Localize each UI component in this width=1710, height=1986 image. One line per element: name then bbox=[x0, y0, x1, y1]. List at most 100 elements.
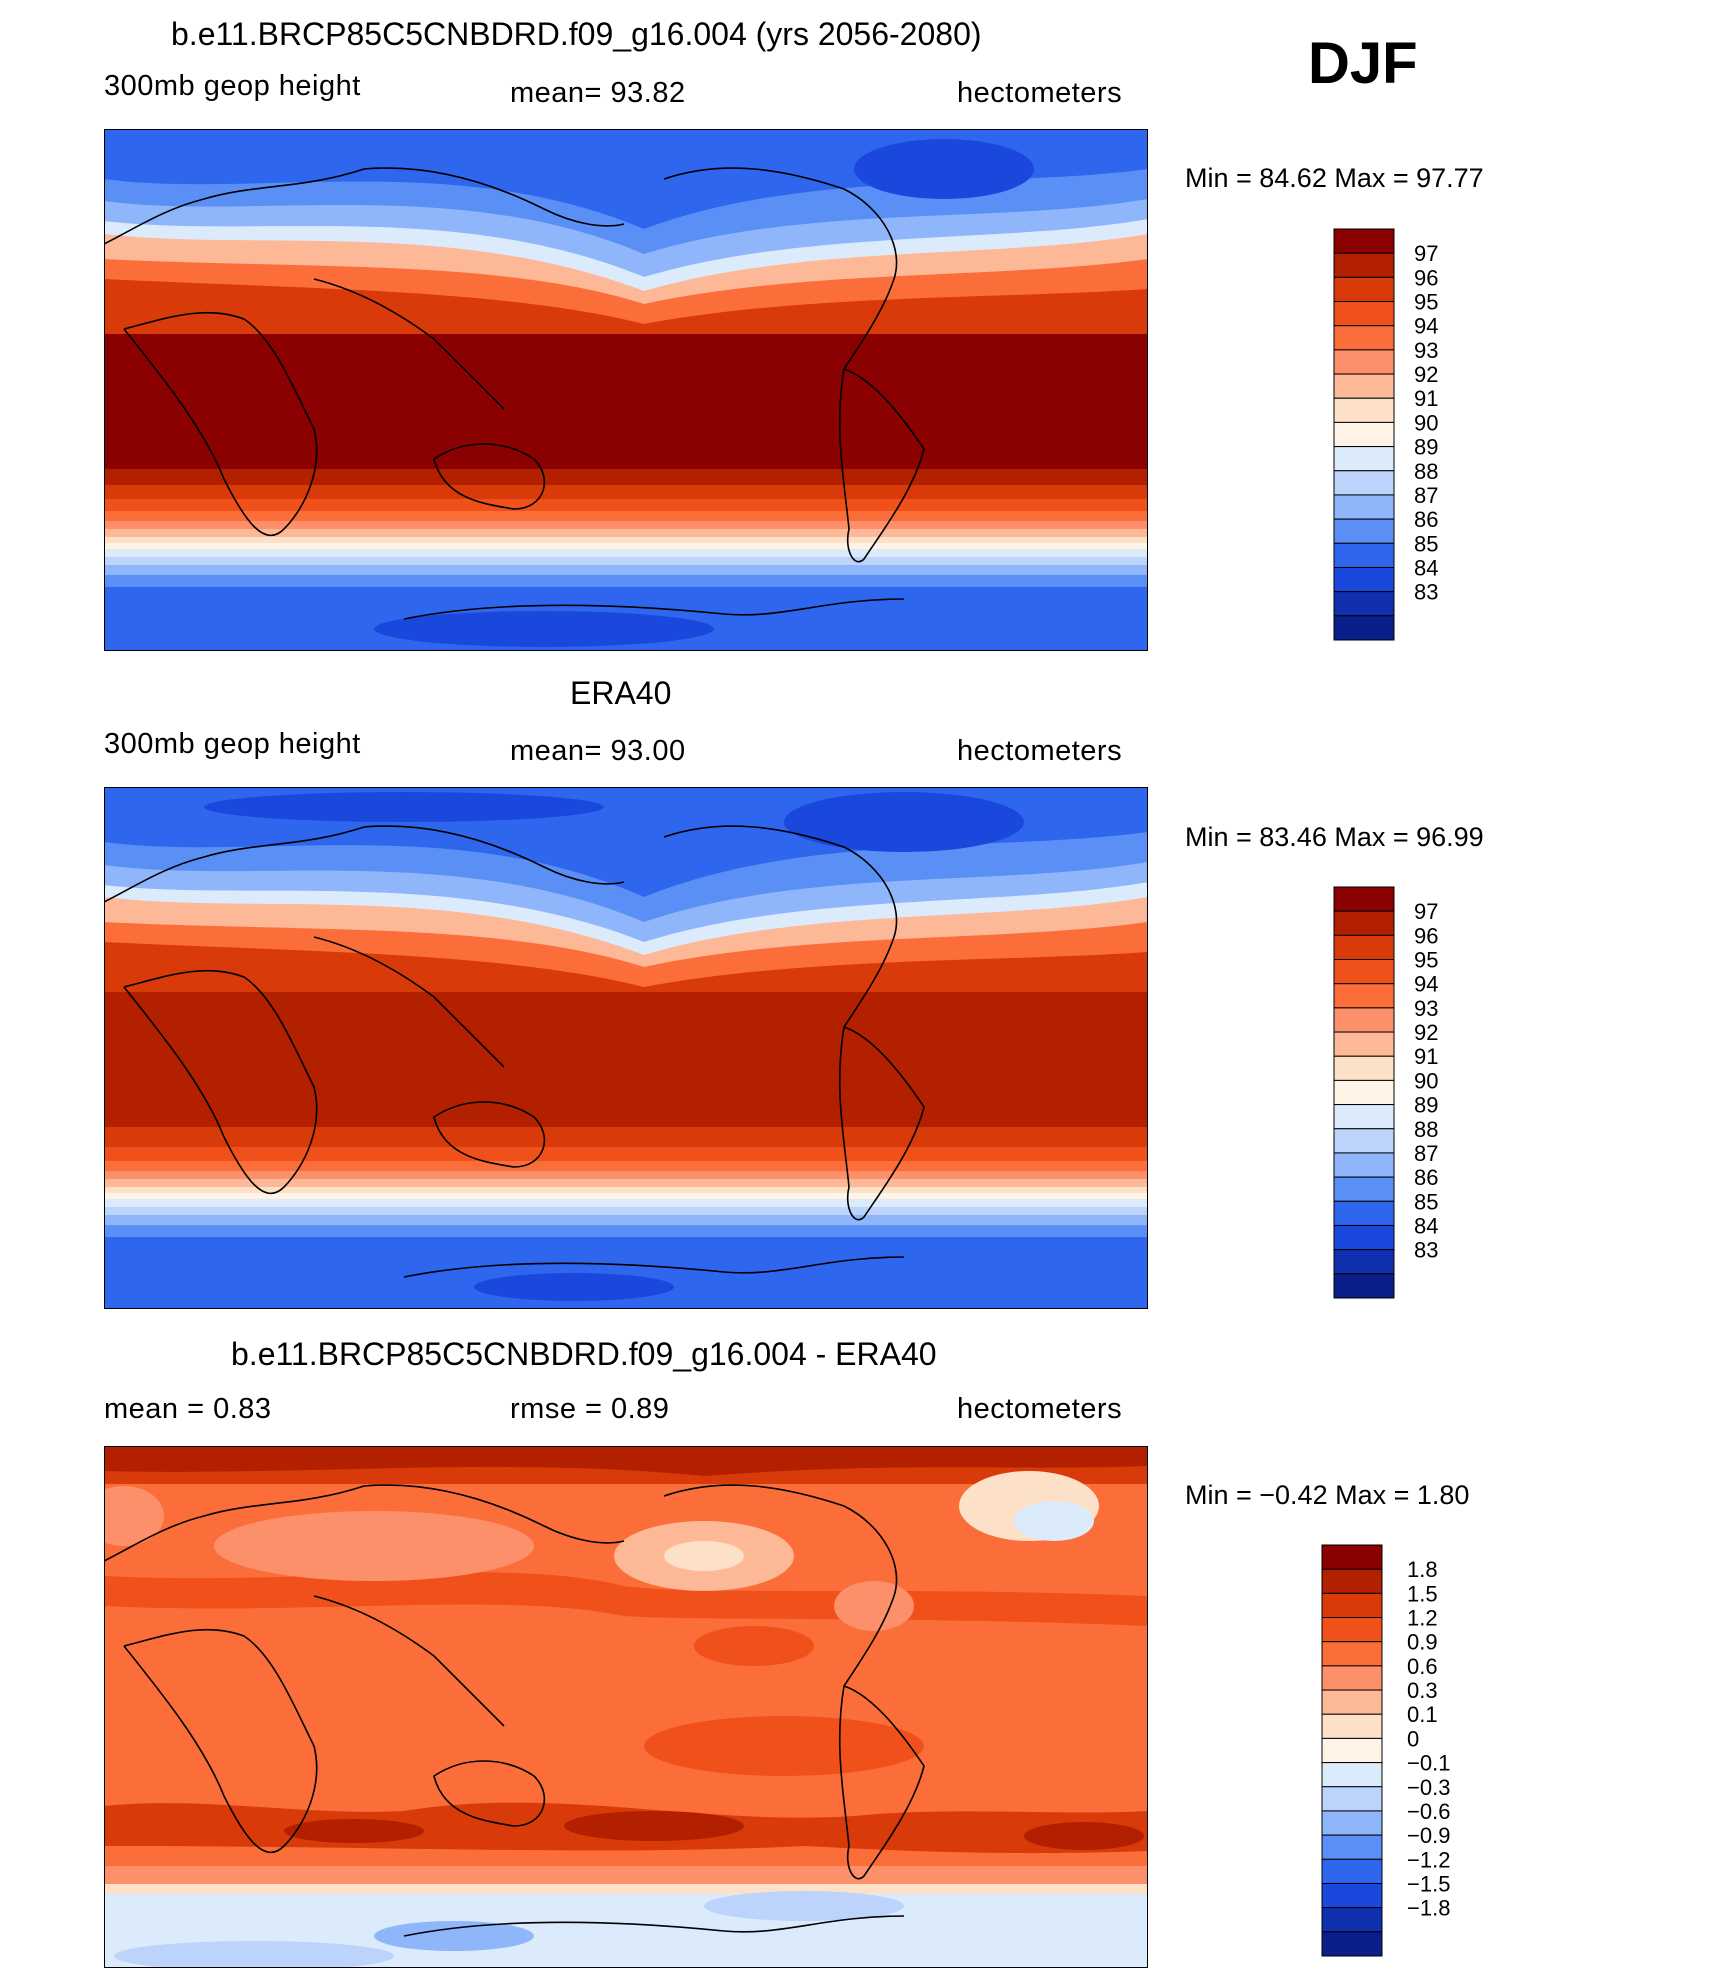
colorbar-swatch bbox=[1333, 886, 1395, 912]
panel2-map bbox=[104, 787, 1148, 1309]
panel3-units-label: hectometers bbox=[957, 1393, 1123, 1425]
colorbar-label: 85 bbox=[1414, 1189, 1438, 1214]
colorbar-swatch bbox=[1333, 252, 1395, 278]
colorbar-label: 85 bbox=[1414, 531, 1438, 556]
colorbar-swatch bbox=[1333, 934, 1395, 961]
colorbar-swatch bbox=[1333, 910, 1395, 936]
colorbar-label: 92 bbox=[1414, 1020, 1438, 1045]
colorbar-swatch bbox=[1333, 1104, 1395, 1130]
colorbar-swatch bbox=[1321, 1762, 1383, 1788]
panel1-variable-label: 300mb geop height bbox=[104, 70, 361, 102]
colorbar-swatch bbox=[1321, 1592, 1383, 1619]
panel1-title: b.e11.BRCP85C5CNBDRD.f09_g16.004 (yrs 20… bbox=[171, 16, 982, 52]
panel2-mean-label: mean= 93.00 bbox=[510, 735, 686, 767]
colorbar-label: 95 bbox=[1414, 290, 1438, 315]
colorbar-label: 96 bbox=[1414, 265, 1438, 290]
colorbar-label: −1.8 bbox=[1407, 1896, 1450, 1921]
colorbar-swatch bbox=[1333, 1176, 1395, 1202]
colorbar-label: 0.9 bbox=[1407, 1630, 1438, 1655]
colorbar-swatch bbox=[1333, 959, 1395, 985]
colorbar-swatch bbox=[1333, 1200, 1395, 1226]
colorbar-swatch bbox=[1333, 518, 1395, 544]
panel1-map bbox=[104, 129, 1148, 651]
colorbar-swatch bbox=[1333, 373, 1395, 399]
colorbar-swatch bbox=[1333, 983, 1395, 1009]
colorbar-label: 88 bbox=[1414, 1117, 1438, 1142]
colorbar-swatch bbox=[1333, 1007, 1395, 1033]
colorbar-swatch bbox=[1333, 1055, 1395, 1081]
colorbar-swatch bbox=[1333, 301, 1395, 327]
colorbar-label: 88 bbox=[1414, 459, 1438, 484]
colorbar-swatch bbox=[1333, 1249, 1395, 1275]
colorbar-label: 92 bbox=[1414, 362, 1438, 387]
colorbar-label: 83 bbox=[1414, 580, 1438, 605]
colorbar-label: 93 bbox=[1414, 338, 1438, 363]
colorbar-label: 1.8 bbox=[1407, 1557, 1438, 1582]
colorbar-swatch bbox=[1333, 276, 1395, 303]
panel1-mean-label: mean= 93.82 bbox=[510, 77, 686, 109]
colorbar-swatch bbox=[1333, 446, 1395, 472]
colorbar-swatch bbox=[1321, 1858, 1383, 1884]
colorbar-label: 95 bbox=[1414, 948, 1438, 973]
panel2-minmax: Min = 83.46 Max = 96.99 bbox=[1185, 822, 1484, 852]
colorbar-swatch bbox=[1333, 1152, 1395, 1178]
colorbar-swatch bbox=[1321, 1882, 1383, 1909]
panel3-rmse-label: rmse = 0.89 bbox=[510, 1393, 670, 1425]
colorbar-swatch bbox=[1321, 1617, 1383, 1643]
colorbar-swatch bbox=[1333, 1273, 1395, 1299]
colorbar-swatch bbox=[1333, 1031, 1395, 1057]
colorbar-label: 0.1 bbox=[1407, 1702, 1438, 1727]
colorbar-swatch bbox=[1321, 1737, 1383, 1764]
colorbar-swatch bbox=[1333, 470, 1395, 496]
colorbar-swatch bbox=[1333, 1224, 1395, 1251]
panel3-title: b.e11.BRCP85C5CNBDRD.f09_g16.004 - ERA40 bbox=[231, 1336, 937, 1372]
colorbar-label: 84 bbox=[1414, 1213, 1438, 1238]
colorbar-label: 89 bbox=[1414, 435, 1438, 460]
colorbar-label: −1.5 bbox=[1407, 1871, 1450, 1896]
colorbar-swatch bbox=[1321, 1810, 1383, 1836]
colorbar-swatch bbox=[1333, 349, 1395, 375]
colorbar-label: 86 bbox=[1414, 507, 1438, 532]
colorbar-label: 0.6 bbox=[1407, 1654, 1438, 1679]
colorbar-swatch bbox=[1321, 1834, 1383, 1860]
colorbar-swatch bbox=[1321, 1665, 1383, 1691]
colorbar-label: −1.2 bbox=[1407, 1847, 1450, 1872]
panel2-title: ERA40 bbox=[570, 675, 672, 711]
colorbar-label: 87 bbox=[1414, 1141, 1438, 1166]
colorbar-label: 83 bbox=[1414, 1238, 1438, 1263]
colorbar-label: 97 bbox=[1414, 241, 1438, 266]
colorbar-swatch bbox=[1333, 494, 1395, 520]
colorbar-swatch bbox=[1333, 566, 1395, 593]
colorbar-swatch bbox=[1321, 1568, 1383, 1594]
colorbar-label: 91 bbox=[1414, 1044, 1438, 1069]
colorbar-label: 0.3 bbox=[1407, 1678, 1438, 1703]
colorbar-swatch bbox=[1333, 591, 1395, 617]
colorbar-swatch bbox=[1321, 1786, 1383, 1812]
colorbar-swatch bbox=[1321, 1641, 1383, 1667]
colorbar-label: 91 bbox=[1414, 386, 1438, 411]
panel3-minmax: Min = −0.42 Max = 1.80 bbox=[1185, 1480, 1470, 1510]
panel1-minmax: Min = 84.62 Max = 97.77 bbox=[1185, 163, 1484, 193]
colorbar-label: 0 bbox=[1407, 1726, 1419, 1751]
colorbar-label: 90 bbox=[1414, 1068, 1438, 1093]
colorbar-label: 94 bbox=[1414, 972, 1438, 997]
colorbar-label: 86 bbox=[1414, 1165, 1438, 1190]
colorbar-swatch bbox=[1333, 325, 1395, 351]
colorbar-swatch bbox=[1321, 1544, 1383, 1570]
colorbar-swatch bbox=[1333, 1079, 1395, 1106]
panel3-mean-label: mean = 0.83 bbox=[104, 1393, 272, 1425]
colorbar-label: −0.9 bbox=[1407, 1823, 1450, 1848]
panel2-units-label: hectometers bbox=[957, 735, 1123, 767]
colorbar-label: −0.1 bbox=[1407, 1751, 1450, 1776]
colorbar-swatch bbox=[1333, 421, 1395, 448]
colorbar-swatch bbox=[1321, 1713, 1383, 1739]
colorbar-label: 96 bbox=[1414, 923, 1438, 948]
colorbar-swatch bbox=[1321, 1931, 1383, 1957]
colorbar-label: 90 bbox=[1414, 410, 1438, 435]
colorbar-label: 87 bbox=[1414, 483, 1438, 508]
colorbar-label: −0.3 bbox=[1407, 1775, 1450, 1800]
colorbar-label: 93 bbox=[1414, 996, 1438, 1021]
colorbar-swatch bbox=[1333, 228, 1395, 254]
